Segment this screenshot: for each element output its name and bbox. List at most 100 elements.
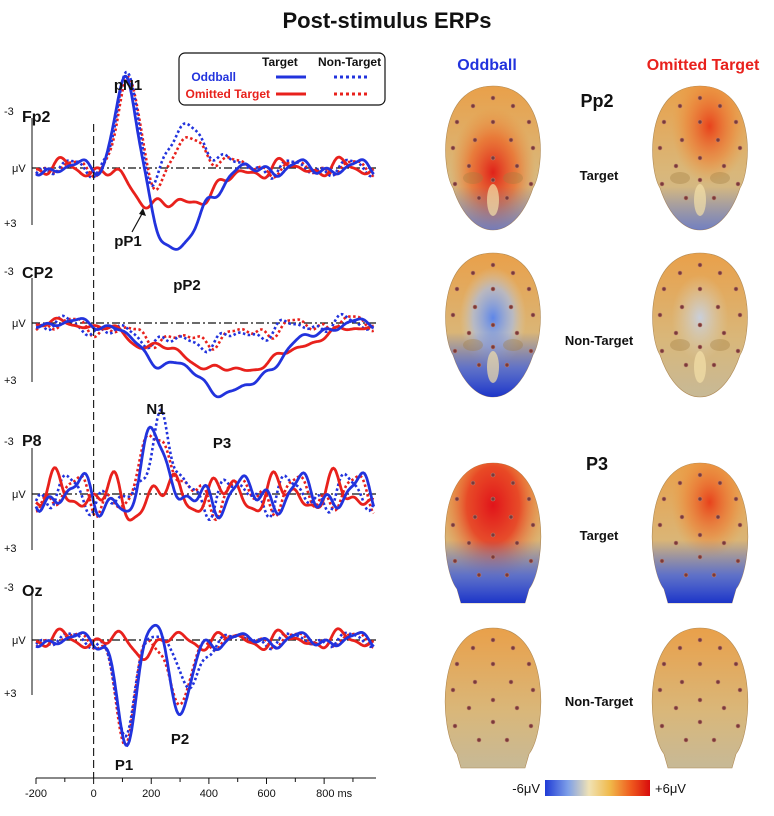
electrode-dot bbox=[490, 155, 496, 161]
electrode-dot bbox=[452, 348, 458, 354]
eye-shape bbox=[463, 172, 483, 184]
electrode-dot bbox=[717, 480, 723, 486]
electrode-dot bbox=[508, 304, 514, 310]
pp1-arrow bbox=[131, 211, 144, 233]
electrode-dot bbox=[733, 119, 739, 125]
topomap-pp2-oddball-target bbox=[445, 85, 541, 231]
electrode-dot bbox=[661, 286, 667, 292]
electrode-dot bbox=[454, 496, 460, 502]
electrode-dot bbox=[711, 737, 717, 743]
electrode-dot bbox=[530, 687, 536, 693]
electrode-dot bbox=[490, 95, 496, 101]
series-oddball-nontarget bbox=[35, 312, 375, 354]
electrode-dot bbox=[472, 137, 478, 143]
electrode-dot bbox=[504, 737, 510, 743]
electrode-dot bbox=[697, 262, 703, 268]
electrode-dot bbox=[673, 330, 679, 336]
topomap-p3-oddball-target bbox=[444, 462, 542, 604]
electrode-dot bbox=[466, 330, 472, 336]
electrode-dot bbox=[454, 661, 460, 667]
eye-shape bbox=[670, 172, 690, 184]
electrode-dot bbox=[510, 103, 516, 109]
series-oddball-target bbox=[35, 74, 375, 251]
channel-label: CP2 bbox=[22, 265, 53, 282]
electrode-dot bbox=[697, 119, 703, 125]
channel-label: Oz bbox=[22, 583, 42, 600]
legend-row-omitted: Omitted Target bbox=[186, 87, 270, 101]
electrode-dot bbox=[510, 480, 516, 486]
neg-tick-label: -3 bbox=[4, 106, 14, 118]
electrode-dot bbox=[715, 514, 721, 520]
electrode-dot bbox=[679, 304, 685, 310]
electrode-dot bbox=[526, 286, 532, 292]
topomap-p3-omitted-nontarget bbox=[651, 627, 749, 769]
electrode-dot bbox=[673, 705, 679, 711]
map-col-omitted: Omitted Target bbox=[647, 57, 760, 74]
electrode-dot bbox=[715, 137, 721, 143]
neg-tick-label: -3 bbox=[4, 266, 14, 278]
electrode-dot bbox=[514, 330, 520, 336]
electrode-dot bbox=[504, 362, 510, 368]
eye-shape bbox=[670, 339, 690, 351]
legend-row-oddball: Oddball bbox=[191, 70, 236, 84]
electrode-dot bbox=[737, 312, 743, 318]
electrode-dot bbox=[510, 270, 516, 276]
electrode-dot bbox=[697, 661, 703, 667]
electrode-dot bbox=[472, 514, 478, 520]
nose-shape bbox=[694, 351, 706, 383]
electrode-dot bbox=[530, 522, 536, 528]
electrode-dot bbox=[697, 637, 703, 643]
electrode-dot bbox=[514, 540, 520, 546]
electrode-dot bbox=[476, 195, 482, 201]
electrode-dot bbox=[735, 723, 741, 729]
peak-label-pn1: pN1 bbox=[114, 77, 142, 94]
electrode-dot bbox=[697, 155, 703, 161]
electrode-dot bbox=[528, 558, 534, 564]
electrode-dot bbox=[659, 558, 665, 564]
neg-tick-label: -3 bbox=[4, 436, 14, 448]
x-tick-label: 400 bbox=[200, 788, 218, 800]
channel-panel-cp2: CP2 -3 +3 μV bbox=[4, 265, 376, 399]
peak-label-n1: N1 bbox=[146, 401, 165, 418]
electrode-dot bbox=[476, 737, 482, 743]
electrode-dot bbox=[717, 103, 723, 109]
x-tick-label: 800 ms bbox=[316, 788, 353, 800]
map-row-p3-target: Target bbox=[580, 528, 619, 543]
unit-label: μV bbox=[12, 489, 26, 501]
electrode-dot bbox=[450, 312, 456, 318]
electrode-dot bbox=[721, 705, 727, 711]
electrode-dot bbox=[490, 344, 496, 350]
electrode-dot bbox=[514, 163, 520, 169]
electrode-dot bbox=[697, 95, 703, 101]
electrode-dot bbox=[466, 163, 472, 169]
unit-label: μV bbox=[12, 163, 26, 175]
topomap-p3-omitted-target bbox=[651, 462, 749, 604]
electrode-dot bbox=[490, 637, 496, 643]
electrode-dot bbox=[733, 496, 739, 502]
electrode-dot bbox=[508, 514, 514, 520]
peak-label-p2: P2 bbox=[171, 731, 189, 748]
electrode-dot bbox=[470, 103, 476, 109]
series-oddball-target bbox=[35, 317, 375, 399]
electrode-dot bbox=[677, 480, 683, 486]
electrode-dot bbox=[711, 195, 717, 201]
electrode-dot bbox=[679, 679, 685, 685]
electrode-dot bbox=[466, 540, 472, 546]
electrode-dot bbox=[677, 103, 683, 109]
electrode-dot bbox=[697, 697, 703, 703]
electrode-dot bbox=[466, 705, 472, 711]
map-col-oddball: Oddball bbox=[457, 57, 517, 74]
pos-tick-label: +3 bbox=[4, 375, 17, 387]
electrode-dot bbox=[490, 472, 496, 478]
electrode-dot bbox=[733, 661, 739, 667]
electrode-dot bbox=[452, 558, 458, 564]
electrode-dot bbox=[490, 661, 496, 667]
electrode-dot bbox=[470, 480, 476, 486]
nose-shape bbox=[694, 184, 706, 216]
electrode-dot bbox=[661, 119, 667, 125]
electrode-dot bbox=[510, 645, 516, 651]
electrode-dot bbox=[514, 705, 520, 711]
map-row-pp2-nontarget: Non-Target bbox=[565, 333, 634, 348]
series-oddball-nontarget bbox=[34, 408, 375, 522]
